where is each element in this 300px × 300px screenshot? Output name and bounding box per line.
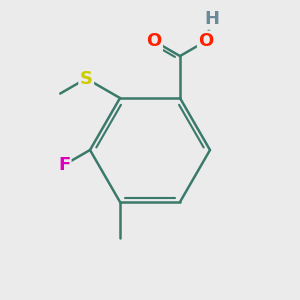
Text: O: O [146, 32, 162, 50]
Text: F: F [58, 156, 70, 174]
Text: H: H [204, 10, 219, 28]
Text: S: S [80, 70, 93, 88]
Text: O: O [198, 32, 214, 50]
